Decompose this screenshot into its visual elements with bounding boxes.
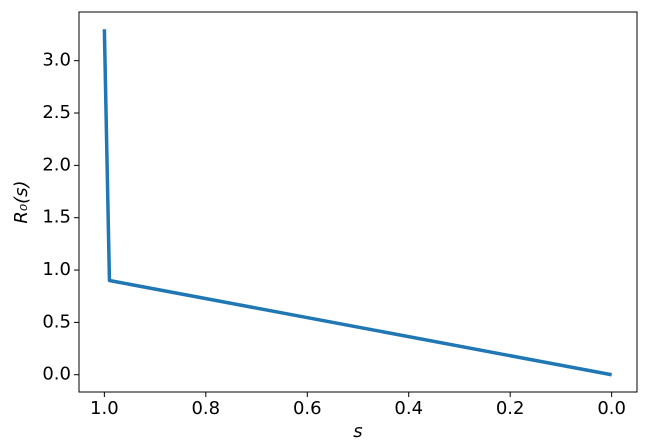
plot-frame xyxy=(78,11,638,393)
y-tick-label: 2.5 xyxy=(42,102,71,123)
y-tick-label: 2.0 xyxy=(42,154,71,175)
data-line xyxy=(102,29,612,377)
x-tick-label: 0.2 xyxy=(496,398,525,419)
y-tick-label: 3.0 xyxy=(42,50,71,71)
y-tick-label: 0.0 xyxy=(42,364,71,385)
y-axis-label: R₀(s) xyxy=(11,180,32,223)
x-tick-label: 0.0 xyxy=(597,398,626,419)
x-tick-label: 1.0 xyxy=(90,398,119,419)
x-tick-label: 0.4 xyxy=(394,398,423,419)
x-tick-label: 0.8 xyxy=(191,398,220,419)
y-tick-label: 1.5 xyxy=(42,207,71,228)
y-tick-label: 0.5 xyxy=(42,311,71,332)
x-axis-label: s xyxy=(353,421,362,442)
x-tick-label: 0.6 xyxy=(293,398,322,419)
y-tick-label: 1.0 xyxy=(42,259,71,280)
